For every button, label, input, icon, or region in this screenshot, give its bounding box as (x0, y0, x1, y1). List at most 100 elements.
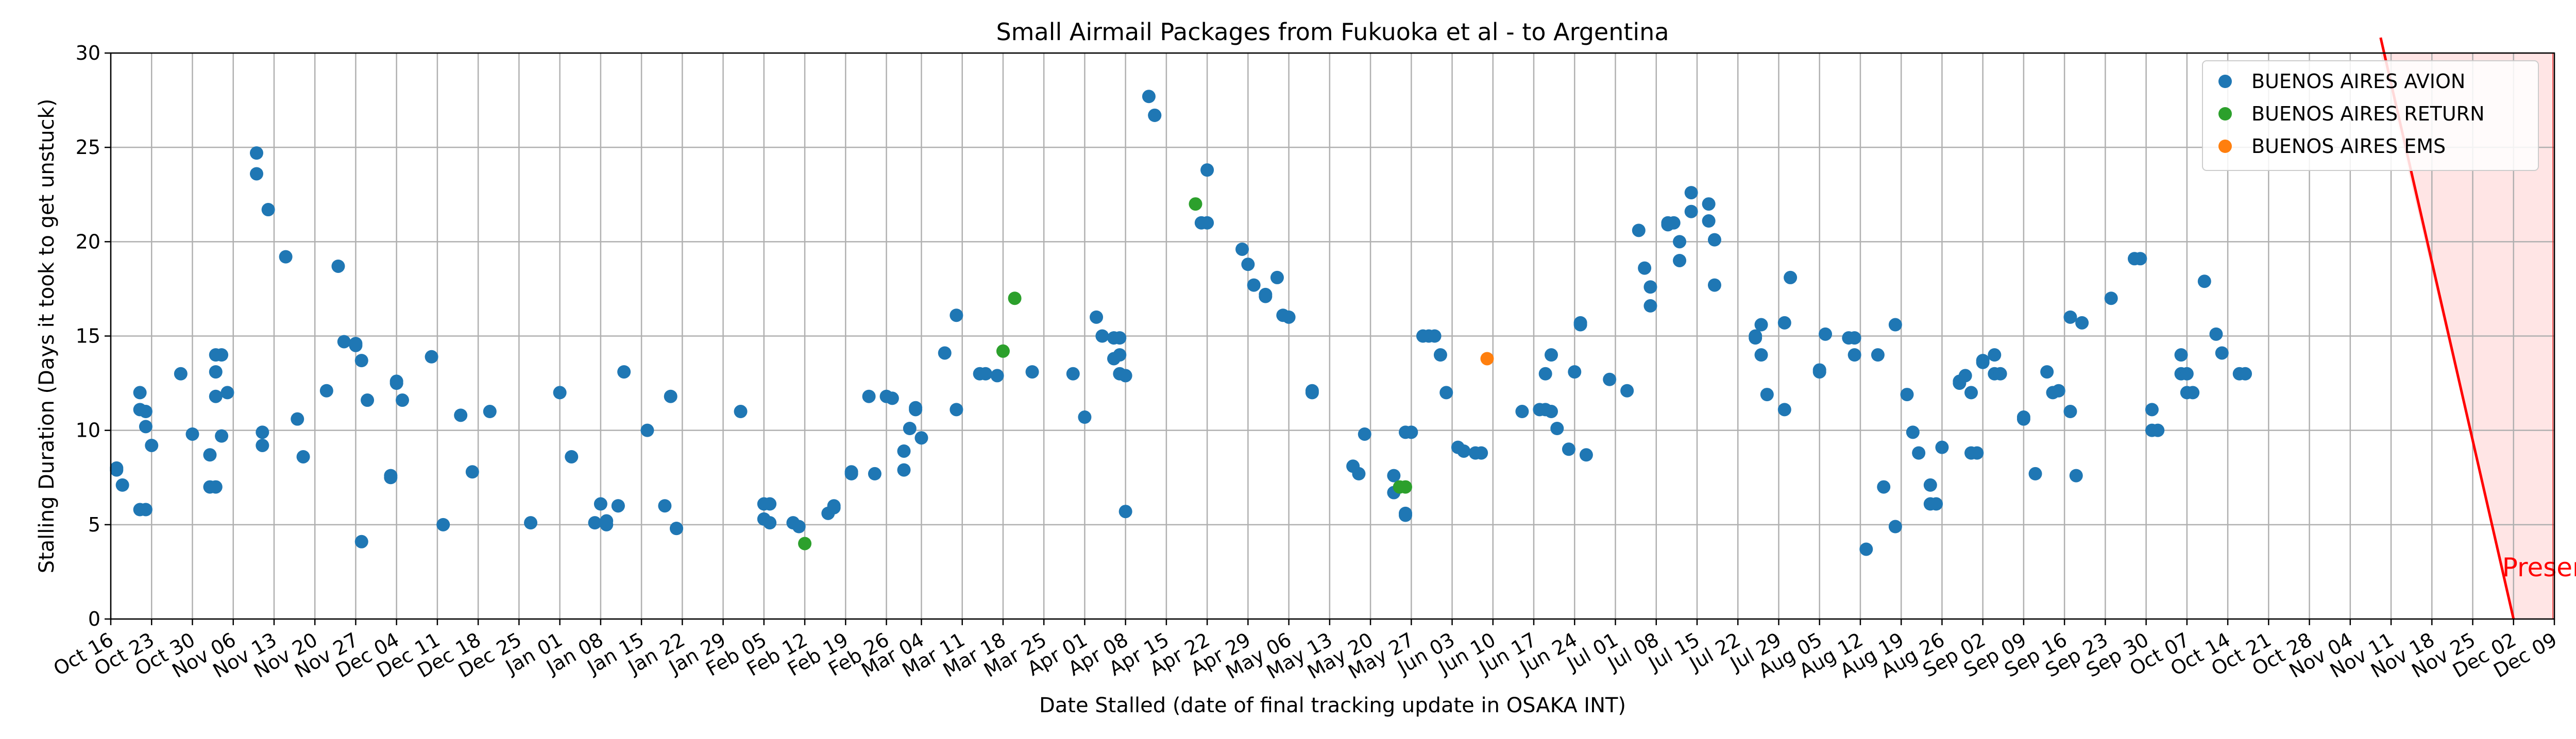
data-point (1562, 442, 1575, 456)
data-point (1777, 403, 1791, 417)
data-point (1673, 253, 1687, 267)
data-point (862, 389, 876, 403)
data-point (1579, 448, 1593, 462)
data-point (1025, 365, 1039, 379)
legend-marker (2218, 75, 2232, 88)
data-point (1812, 365, 1826, 379)
data-point (670, 522, 684, 536)
data-point (664, 389, 677, 403)
data-point (1148, 108, 1162, 122)
data-point (361, 393, 375, 407)
data-point (425, 350, 438, 364)
legend-entry: BUENOS AIRES RETURN (2251, 102, 2485, 125)
data-point (2016, 412, 2030, 426)
data-point (658, 499, 672, 513)
data-point (256, 425, 269, 439)
data-point (1871, 348, 1885, 362)
data-point (1118, 369, 1132, 383)
data-point (1643, 299, 1657, 313)
data-point (1352, 467, 1366, 480)
data-point (588, 516, 602, 530)
y-tick-label: 5 (88, 513, 100, 536)
data-point (617, 365, 631, 379)
data-point (465, 465, 479, 479)
data-point (1848, 348, 1861, 362)
data-point (1923, 478, 1937, 492)
data-point (291, 412, 304, 426)
data-point (1573, 318, 1587, 332)
data-point (524, 516, 538, 530)
data-point (331, 259, 345, 273)
data-point (1760, 388, 1774, 402)
data-point (798, 537, 812, 551)
data-point (594, 497, 607, 511)
data-point (279, 250, 293, 264)
data-point (215, 348, 229, 362)
data-point (868, 467, 882, 480)
data-point (734, 405, 748, 419)
data-point (1888, 520, 1902, 534)
data-point (1673, 235, 1687, 249)
data-point (1819, 327, 1833, 341)
data-point (1993, 367, 2007, 381)
data-point (354, 354, 368, 368)
y-tick-label: 15 (76, 325, 100, 348)
data-point (1439, 386, 1453, 400)
data-point (897, 444, 911, 458)
data-point (209, 480, 223, 494)
data-point (1958, 369, 1972, 383)
data-point (1684, 204, 1698, 218)
data-point (203, 448, 217, 462)
data-point (1988, 348, 2002, 362)
data-point (139, 405, 152, 419)
data-point (827, 499, 841, 513)
data-point (115, 478, 129, 492)
legend-marker (2218, 107, 2232, 121)
data-point (903, 422, 917, 436)
legend-entry: BUENOS AIRES AVION (2251, 70, 2465, 93)
data-point (1235, 242, 1249, 256)
data-point (1387, 469, 1401, 483)
y-tick-label: 25 (76, 136, 100, 159)
data-point (1777, 316, 1791, 330)
data-point (2174, 348, 2188, 362)
data-point (337, 335, 351, 349)
data-point (1428, 329, 1442, 343)
data-point (1667, 216, 1681, 230)
data-point (763, 497, 777, 511)
y-tick-label: 30 (76, 42, 100, 64)
data-point (249, 146, 263, 160)
data-point (1929, 497, 1943, 511)
data-point (2151, 423, 2165, 437)
data-point (1515, 405, 1529, 419)
data-point (2063, 405, 2077, 419)
data-point (1142, 90, 1156, 104)
data-point (1189, 197, 1202, 211)
data-point (1848, 331, 1861, 345)
data-point (565, 450, 579, 463)
data-point (996, 344, 1010, 358)
data-point (2215, 346, 2229, 360)
data-point (1544, 405, 1558, 419)
data-point (1241, 257, 1255, 271)
data-point (1113, 331, 1127, 345)
data-point (1259, 289, 1273, 303)
data-point (2133, 252, 2147, 266)
data-point (1008, 291, 1022, 305)
data-point (1200, 163, 1214, 177)
data-point (897, 463, 911, 477)
data-point (2145, 403, 2159, 417)
data-point (1404, 425, 1418, 439)
data-point (215, 429, 229, 443)
data-point (2069, 469, 2083, 483)
data-point (1906, 425, 1920, 439)
data-point (1480, 352, 1494, 366)
data-point (978, 367, 992, 381)
data-point (133, 386, 147, 400)
data-point (2197, 274, 2211, 288)
data-point (1398, 480, 1412, 494)
data-point (2040, 365, 2054, 379)
data-point (1095, 329, 1109, 343)
